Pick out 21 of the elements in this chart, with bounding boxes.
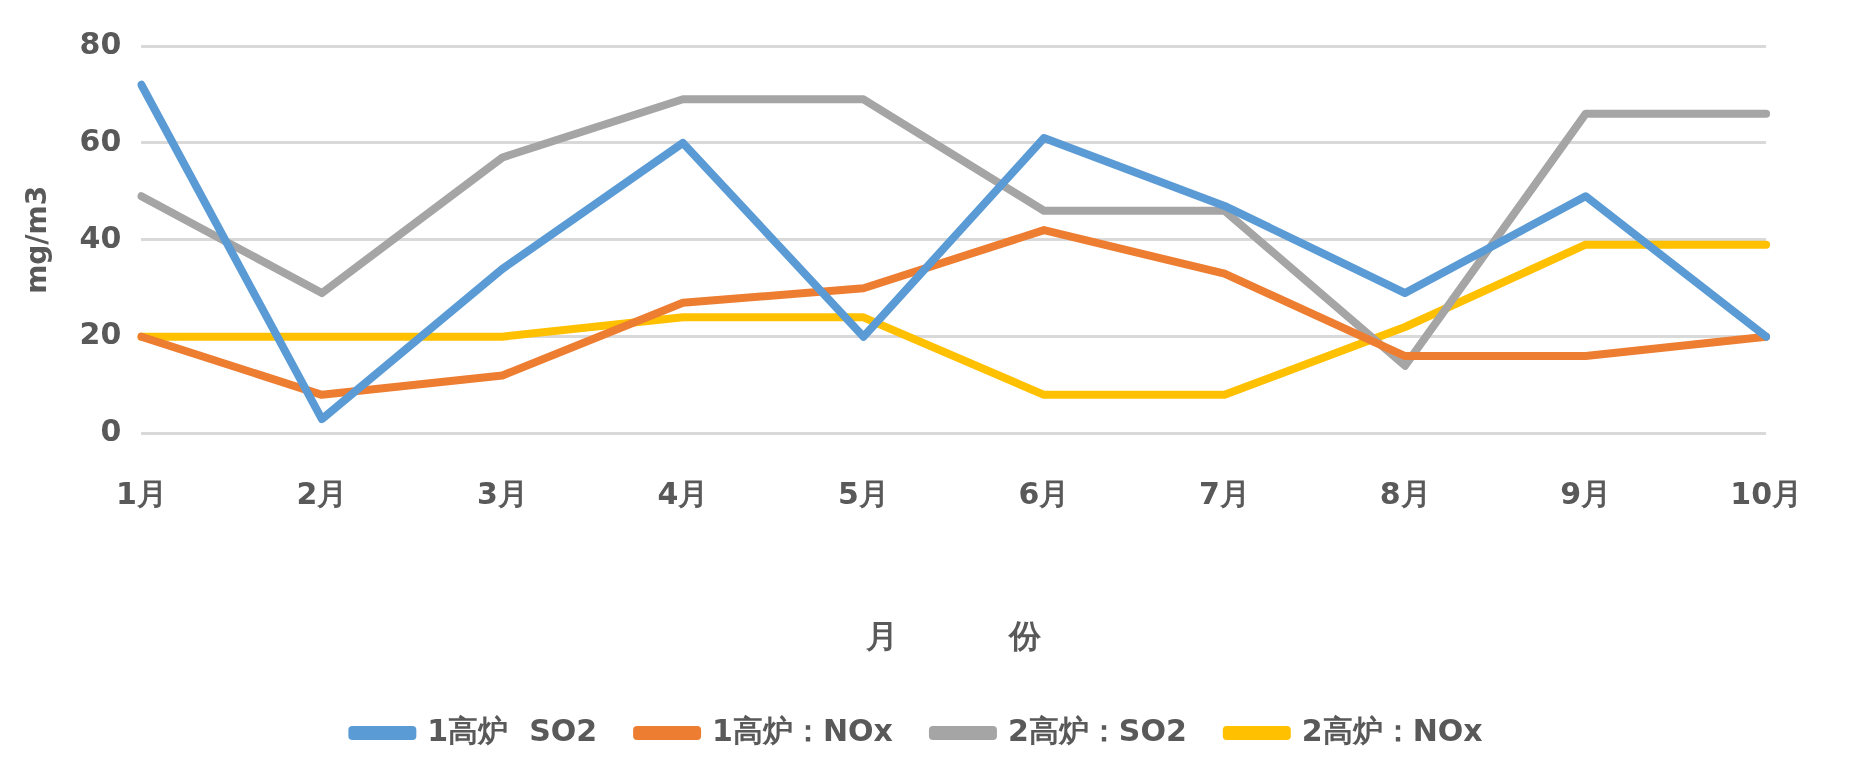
x-tick-label: 3月 [476,476,528,512]
legend-label: 2高炉：SO2 [1007,712,1187,748]
y-axis-title: mg/m3 [20,185,54,294]
x-tick-label: 1月 [115,476,167,512]
x-tick-label: 6月 [1018,476,1070,512]
x-tick-label: 8月 [1379,476,1431,512]
legend-label: 1高炉：NOx [712,712,893,748]
y-tick-label: 80 [79,25,122,61]
x-axis-title: 月 份 [865,617,1043,656]
x-tick-label: 10月 [1730,476,1802,512]
x-tick-label: 2月 [296,476,348,512]
x-tick-label: 9月 [1560,476,1612,512]
y-tick-label: 20 [79,316,122,352]
x-tick-label: 4月 [657,476,709,512]
y-tick-label: 60 [79,122,122,158]
x-tick-label: 5月 [838,476,889,512]
x-tick-label: 7月 [1199,476,1250,512]
legend-label: 2高炉：NOx [1301,712,1483,748]
y-tick-label: 40 [79,219,122,255]
y-tick-label: 0 [100,413,122,449]
legend-label: 1高炉 SO2 [427,712,598,748]
